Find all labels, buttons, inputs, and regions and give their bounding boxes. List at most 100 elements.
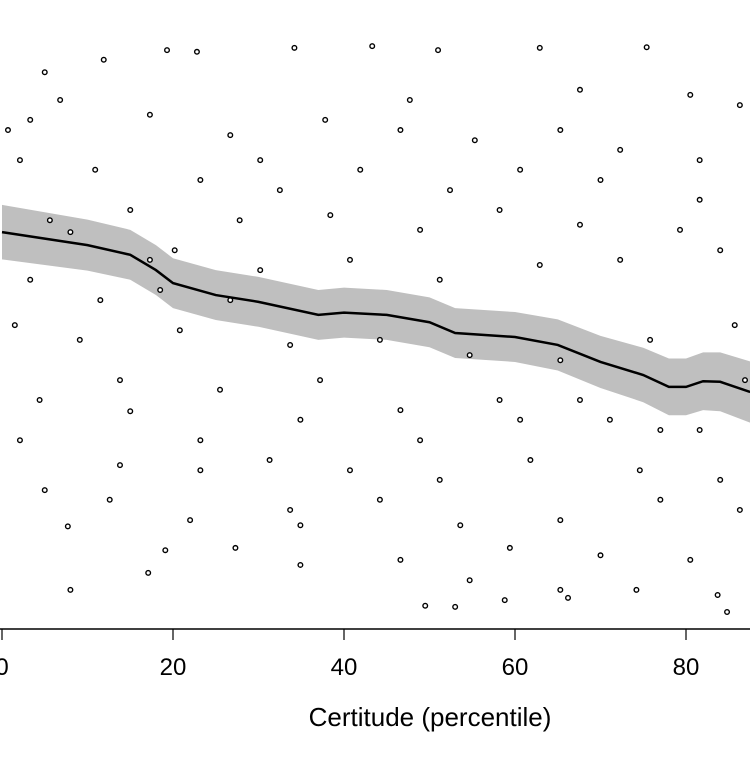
data-point	[276, 187, 283, 194]
data-point	[741, 377, 748, 384]
data-point	[236, 217, 243, 224]
data-point	[736, 102, 743, 109]
data-point	[11, 322, 18, 329]
data-point	[714, 591, 721, 598]
trend-line	[1, 230, 750, 394]
data-point	[297, 416, 304, 423]
data-point	[406, 96, 413, 103]
x-tick-label: 0	[0, 654, 9, 681]
data-point	[193, 48, 200, 55]
data-point	[27, 116, 34, 123]
data-point	[677, 226, 684, 233]
data-point	[217, 386, 224, 393]
data-point	[357, 166, 364, 173]
data-point	[41, 487, 48, 494]
data-point	[717, 476, 724, 483]
data-point	[46, 217, 53, 224]
data-point	[76, 336, 83, 343]
x-tick-label: 20	[160, 654, 187, 681]
data-point	[146, 111, 153, 118]
data-point	[127, 206, 134, 213]
data-point	[436, 276, 443, 283]
data-point	[257, 157, 264, 164]
data-point	[27, 276, 34, 283]
data-point	[457, 522, 464, 529]
data-point	[116, 462, 123, 469]
data-point	[317, 377, 324, 384]
data-point	[4, 127, 11, 134]
data-point	[436, 476, 443, 483]
data-point	[422, 602, 429, 609]
data-point	[146, 256, 153, 263]
x-axis-label: Certitude (percentile)	[309, 702, 552, 732]
data-point	[506, 544, 513, 551]
x-tick-label: 80	[673, 654, 700, 681]
data-point	[657, 426, 664, 433]
x-tick-label: 40	[331, 654, 358, 681]
data-point	[16, 437, 23, 444]
data-point	[517, 166, 524, 173]
data-point	[687, 556, 694, 563]
data-point	[576, 396, 583, 403]
data-point	[287, 341, 294, 348]
data-point	[41, 69, 48, 76]
data-point	[297, 522, 304, 529]
data-point	[647, 336, 654, 343]
data-point	[197, 437, 204, 444]
data-point	[517, 416, 524, 423]
data-point	[597, 552, 604, 559]
data-point	[417, 226, 424, 233]
data-point	[64, 523, 71, 530]
data-point	[557, 127, 564, 134]
data-point	[176, 327, 183, 334]
data-point	[724, 609, 731, 616]
data-point	[696, 157, 703, 164]
data-point	[322, 116, 329, 123]
data-point	[466, 577, 473, 584]
data-point	[576, 86, 583, 93]
data-point	[397, 556, 404, 563]
data-point	[327, 212, 334, 219]
data-point	[291, 44, 298, 51]
data-point	[116, 377, 123, 384]
data-point	[376, 496, 383, 503]
data-point	[346, 467, 353, 474]
data-point	[717, 247, 724, 254]
data-point	[471, 137, 478, 144]
data-point	[164, 47, 171, 54]
data-point	[287, 506, 294, 513]
data-point	[597, 176, 604, 183]
data-point	[376, 336, 383, 343]
data-point	[100, 56, 107, 63]
data-point	[731, 322, 738, 329]
data-point	[187, 517, 194, 524]
data-point	[67, 229, 74, 236]
data-point	[57, 96, 64, 103]
data-point	[557, 357, 564, 364]
data-point	[557, 586, 564, 593]
data-point	[527, 457, 534, 464]
data-point	[536, 44, 543, 51]
x-tick-label: 60	[502, 654, 529, 681]
data-point	[617, 146, 624, 153]
data-point	[633, 586, 640, 593]
data-point	[162, 547, 169, 554]
data-point	[67, 586, 74, 593]
data-point	[16, 157, 23, 164]
data-point	[606, 416, 613, 423]
data-point	[687, 91, 694, 98]
data-point	[536, 261, 543, 268]
data-point	[736, 506, 743, 513]
data-point	[266, 457, 273, 464]
data-point	[171, 247, 178, 254]
data-point	[145, 569, 152, 576]
data-point	[696, 196, 703, 203]
data-point	[232, 544, 239, 551]
data-point	[106, 496, 113, 503]
data-point	[617, 256, 624, 263]
data-point	[466, 352, 473, 359]
data-point	[496, 396, 503, 403]
data-point	[197, 176, 204, 183]
data-point	[496, 206, 503, 213]
